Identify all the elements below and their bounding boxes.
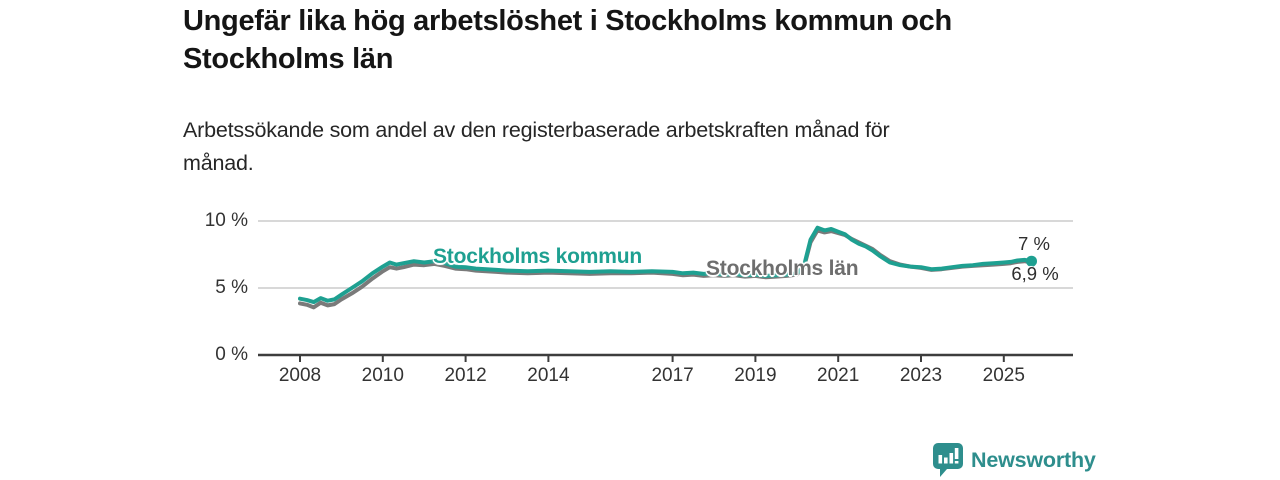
page-title: Ungefär lika hög arbetslöshet i Stockhol… (183, 2, 1113, 78)
x-axis-label: 2017 (651, 365, 694, 386)
x-axis-label: 2025 (982, 365, 1025, 386)
y-axis-label: 10 % (204, 210, 248, 231)
end-value-label-lan: 6,9 % (1011, 263, 1059, 284)
x-axis-label: 2023 (899, 365, 943, 386)
newsworthy-wordmark: Newsworthy (971, 447, 1096, 472)
subtitle-line-1: Arbetssökande som andel av den registerb… (183, 118, 890, 142)
title-line-2: Stockholms län (183, 43, 394, 75)
x-axis-label: 2012 (444, 365, 487, 386)
subtitle-line-2: månad. (183, 151, 254, 175)
newsworthy-logo-icon (933, 443, 963, 477)
y-axis-label: 5 % (215, 277, 248, 298)
series-label-stockholms-kommun: Stockholms kommun (433, 245, 642, 268)
x-axis-label: 2014 (527, 365, 570, 386)
x-axis-label: 2010 (361, 365, 404, 386)
series-line-stockholms-kommun (298, 225, 1034, 305)
x-axis-label: 2021 (817, 365, 860, 386)
x-axis-label: 2019 (734, 365, 777, 386)
end-value-label-kommun: 7 % (1018, 233, 1050, 254)
chart-subtitle: Arbetssökande som andel av den registerb… (183, 114, 1113, 180)
series-end-dot (1026, 255, 1037, 267)
newsworthy-logo: Newsworthy (933, 443, 1193, 477)
x-axis-label: 2008 (278, 365, 322, 386)
y-axis-label: 0 % (215, 344, 248, 365)
title-line-1: Ungefär lika hög arbetslöshet i Stockhol… (183, 5, 952, 37)
series-label-stockholms-lan: Stockholms län (706, 257, 859, 280)
